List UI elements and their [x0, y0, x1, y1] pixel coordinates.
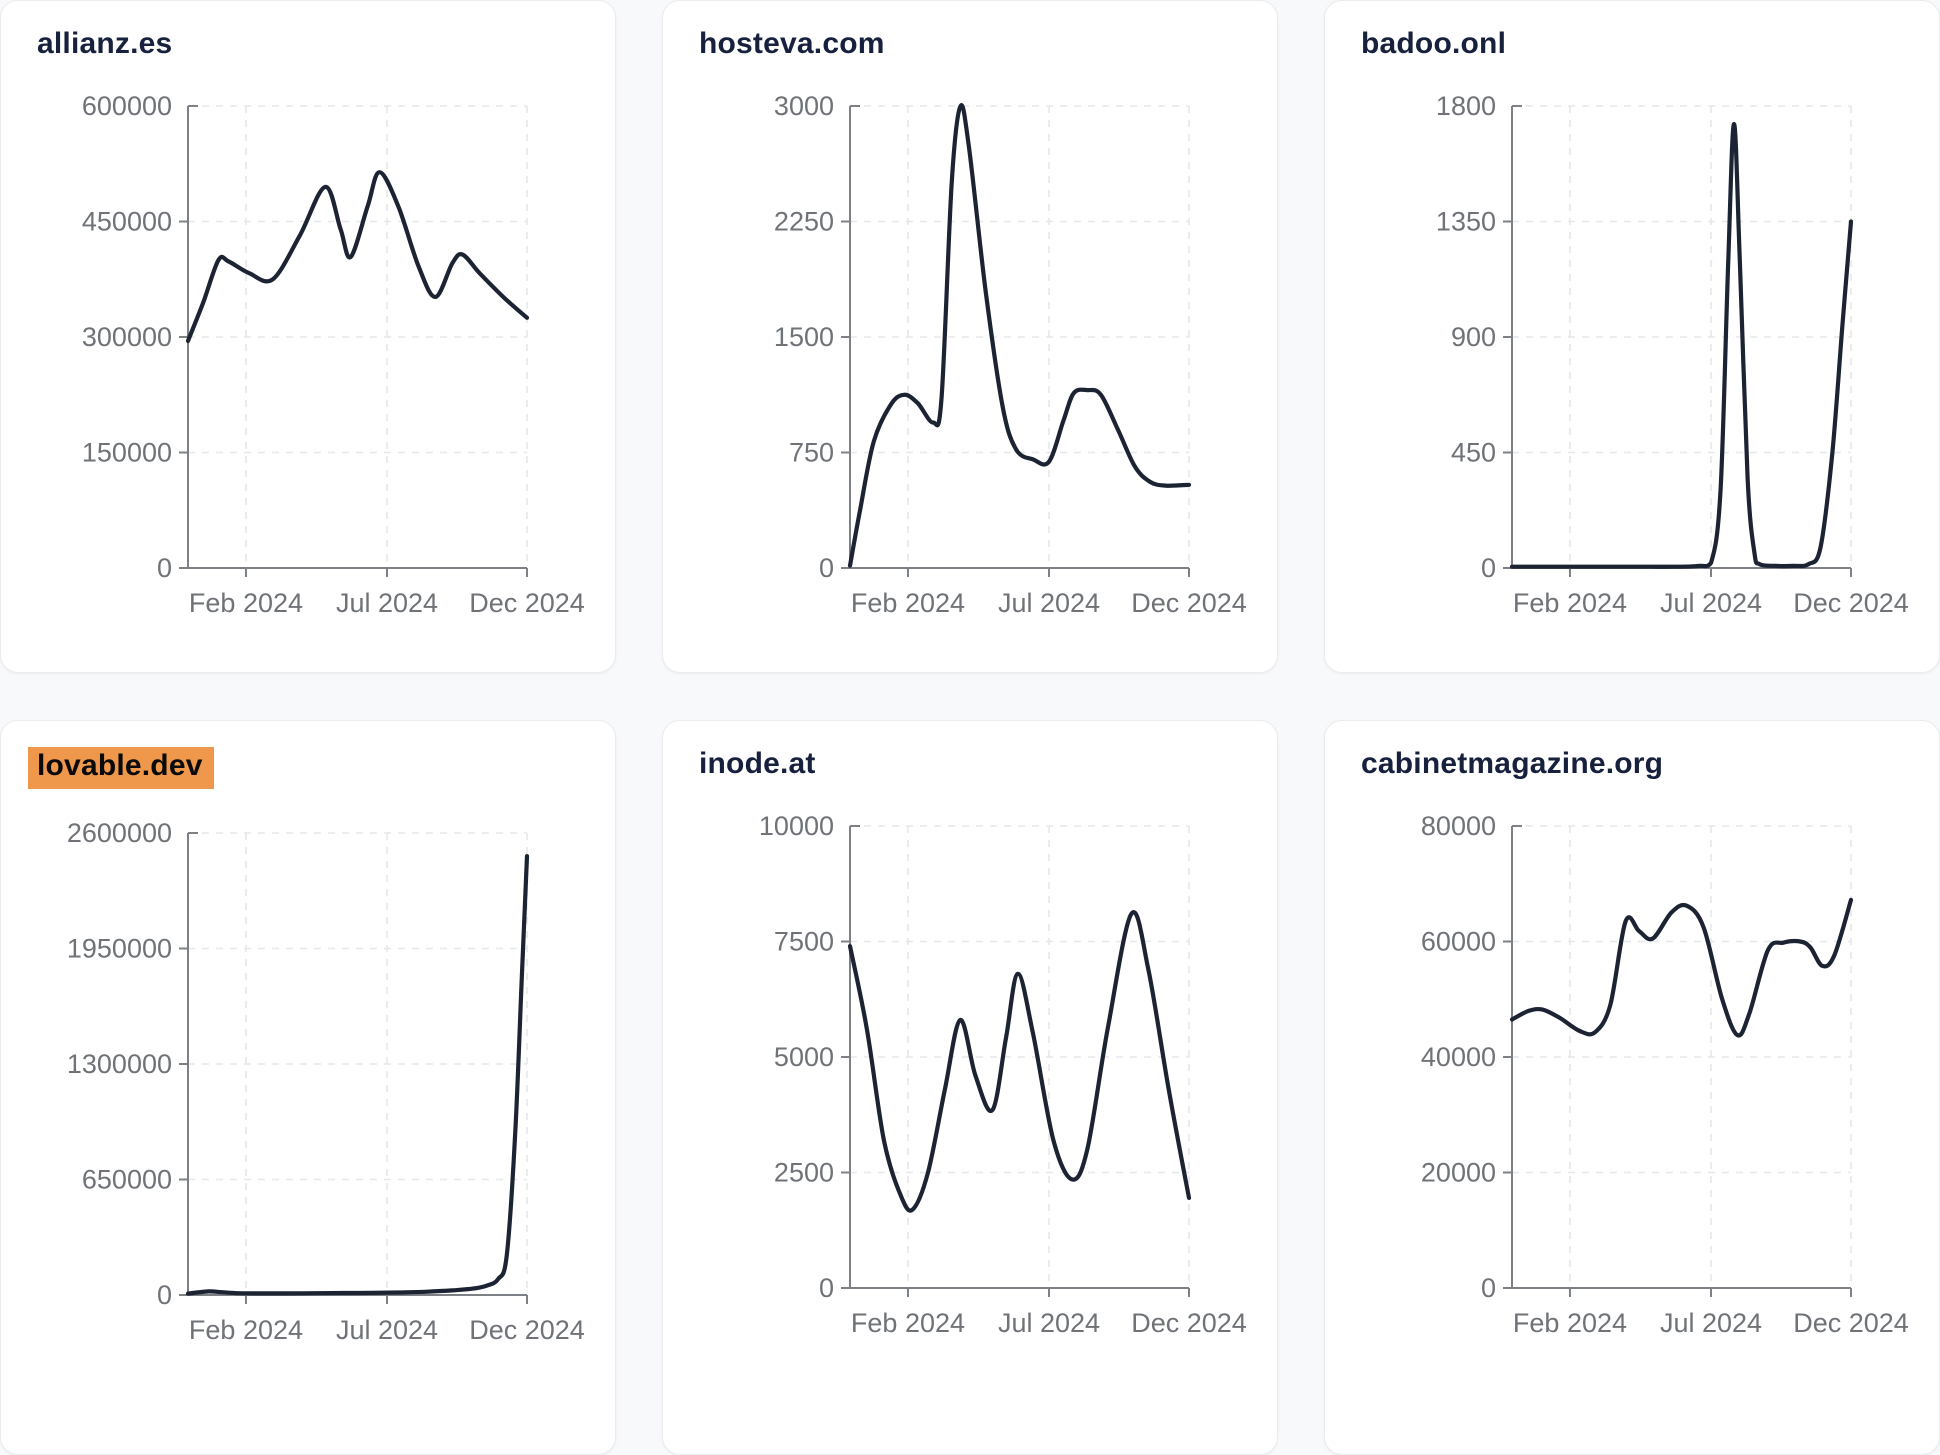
- y-tick-label: 1500: [774, 322, 834, 352]
- y-tick-label: 650000: [82, 1164, 172, 1194]
- chart-title: hosteva.com: [699, 27, 885, 60]
- y-tick-label: 80000: [1421, 811, 1496, 841]
- series-line: [847, 102, 1192, 568]
- y-tick-label: 0: [1481, 553, 1496, 583]
- y-tick-label: 3000: [774, 91, 834, 121]
- y-tick-label: 450: [1451, 437, 1496, 467]
- line-chart: 0 2500 5000 7500 10000 Feb 2024 Jul 2024 Dec 20…: [759, 811, 1247, 1338]
- x-tick-label: Dec 2024: [1131, 588, 1247, 618]
- x-tick-label: Jul 2024: [1660, 1308, 1762, 1338]
- y-tick-label: 2600000: [67, 818, 172, 848]
- y-tick-label: 5000: [774, 1042, 834, 1072]
- x-tick-label: Jul 2024: [336, 1315, 438, 1345]
- line-chart: 0 750 1500 2250 3000 Feb 2024 Jul 2024 Dec 2024: [774, 91, 1247, 618]
- series-line: [847, 909, 1192, 1213]
- line-chart: 0 150000 300000 450000 600000 Feb 2024 Jul 202…: [82, 91, 585, 618]
- x-tick-label: Jul 2024: [998, 588, 1100, 618]
- x-tick-label: Feb 2024: [189, 588, 303, 618]
- x-tick-label: Jul 2024: [1660, 588, 1762, 618]
- chart-card: badoo.onl 0 450 900 1350 1800 Feb 2024 Jul 202…: [1324, 0, 1940, 673]
- x-tick-label: Jul 2024: [998, 1308, 1100, 1338]
- y-tick-label: 300000: [82, 322, 172, 352]
- y-tick-label: 900: [1451, 322, 1496, 352]
- x-tick-label: Feb 2024: [851, 1308, 965, 1338]
- x-tick-label: Feb 2024: [1513, 588, 1627, 618]
- chart-card: allianz.es 0 150000 300000 450000 600000 Feb …: [0, 0, 616, 673]
- y-tick-label: 0: [157, 1280, 172, 1310]
- line-chart: 0 20000 40000 60000 80000 Feb 2024 Jul 2024 Dec…: [1421, 811, 1909, 1338]
- series-line: [185, 853, 530, 1296]
- x-tick-label: Feb 2024: [851, 588, 965, 618]
- x-tick-label: Dec 2024: [1131, 1308, 1247, 1338]
- highlighted-domain-label: lovable.dev: [28, 747, 214, 789]
- y-tick-label: 150000: [82, 437, 172, 467]
- y-tick-label: 40000: [1421, 1042, 1496, 1072]
- x-tick-label: Jul 2024: [336, 588, 438, 618]
- y-tick-label: 0: [157, 553, 172, 583]
- x-tick-label: Dec 2024: [469, 1315, 585, 1345]
- chart-title: lovable.dev: [28, 747, 579, 789]
- chart-card: hosteva.com 0 750 1500 2250 3000 Feb 2024 Jul …: [662, 0, 1278, 673]
- y-tick-label: 0: [819, 553, 834, 583]
- chart-card: lovable.dev 0 650000 1300000 1950000 2600000…: [0, 720, 616, 1455]
- y-tick-label: 20000: [1421, 1157, 1496, 1187]
- x-tick-label: Feb 2024: [1513, 1308, 1627, 1338]
- chart-card: cabinetmagazine.org 0 20000 40000 60000 8000…: [1324, 720, 1940, 1455]
- chart-title: badoo.onl: [1361, 27, 1507, 60]
- y-tick-label: 2500: [774, 1157, 834, 1187]
- line-chart: 0 650000 1300000 1950000 2600000 Feb 2024 Jul …: [67, 818, 585, 1345]
- x-tick-label: Dec 2024: [1793, 588, 1909, 618]
- y-tick-label: 1300000: [67, 1049, 172, 1079]
- series-line: [185, 169, 530, 343]
- y-tick-label: 60000: [1421, 926, 1496, 956]
- y-tick-label: 600000: [82, 91, 172, 121]
- series-line: [1509, 121, 1854, 569]
- series-line: [1509, 897, 1854, 1038]
- x-tick-label: Dec 2024: [1793, 1308, 1909, 1338]
- y-tick-label: 1800: [1436, 91, 1496, 121]
- chart-title: cabinetmagazine.org: [1361, 747, 1664, 780]
- y-tick-label: 750: [789, 437, 834, 467]
- x-tick-label: Feb 2024: [189, 1315, 303, 1345]
- y-tick-label: 7500: [774, 926, 834, 956]
- chart-title: inode.at: [699, 747, 816, 780]
- x-tick-label: Dec 2024: [469, 588, 585, 618]
- line-chart: 0 450 900 1350 1800 Feb 2024 Jul 2024 Dec 2024: [1436, 91, 1909, 618]
- chart-title: allianz.es: [37, 27, 173, 60]
- y-tick-label: 450000: [82, 206, 172, 236]
- y-tick-label: 1350: [1436, 206, 1496, 236]
- y-tick-label: 0: [819, 1273, 834, 1303]
- y-tick-label: 1950000: [67, 933, 172, 963]
- y-tick-label: 2250: [774, 206, 834, 236]
- y-tick-label: 0: [1481, 1273, 1496, 1303]
- y-tick-label: 10000: [759, 811, 834, 841]
- chart-card: inode.at 0 2500 5000 7500 10000 Feb 2024 Jul 2…: [662, 720, 1278, 1455]
